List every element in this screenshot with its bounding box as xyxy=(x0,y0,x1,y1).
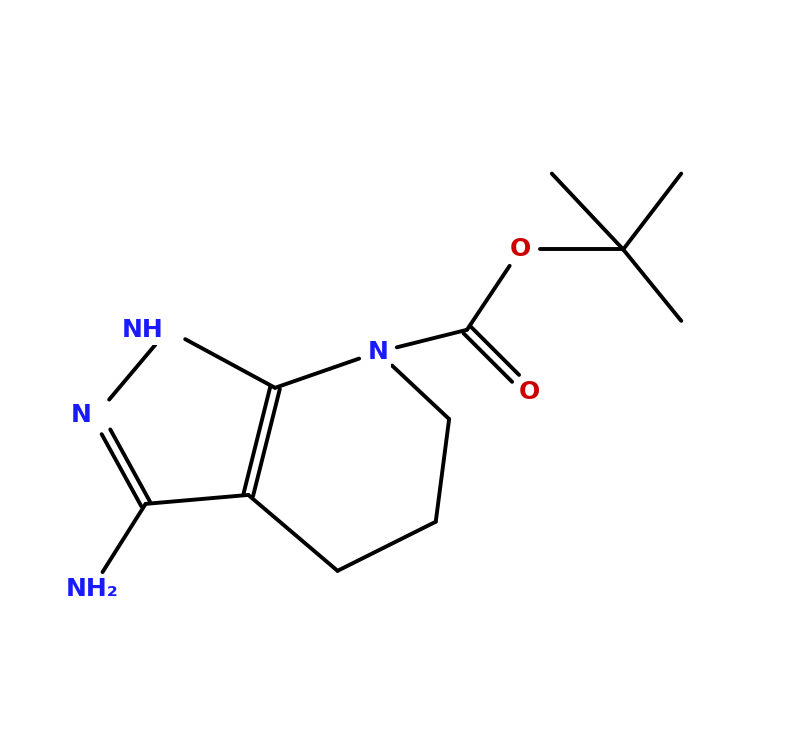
Text: O: O xyxy=(519,380,540,404)
Text: O: O xyxy=(510,238,532,262)
Text: NH: NH xyxy=(121,318,163,342)
Text: N: N xyxy=(367,340,388,364)
Text: N: N xyxy=(71,403,92,427)
Text: NH₂: NH₂ xyxy=(66,577,118,601)
